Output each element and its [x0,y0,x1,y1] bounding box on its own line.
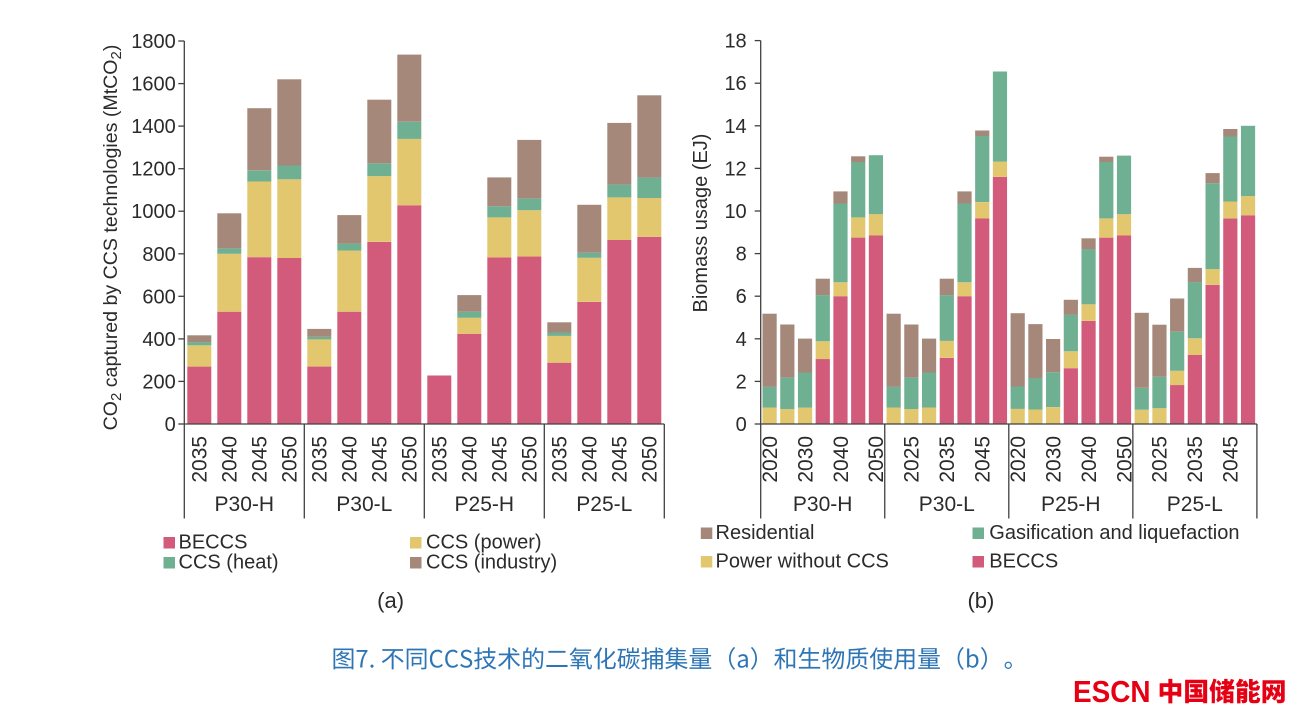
svg-text:P25-H: P25-H [1041,493,1101,516]
svg-text:10: 10 [724,201,746,223]
svg-text:1600: 1600 [131,74,176,96]
svg-text:2040: 2040 [1078,436,1101,483]
svg-text:BECCS: BECCS [179,532,248,554]
svg-text:2040: 2040 [219,436,242,483]
svg-text:800: 800 [142,244,175,266]
svg-text:2045: 2045 [489,436,512,483]
svg-text:8: 8 [736,244,747,266]
svg-text:CCS (heat): CCS (heat) [179,552,279,574]
svg-text:2035: 2035 [189,436,212,483]
svg-text:1000: 1000 [131,201,176,223]
svg-text:2025: 2025 [901,436,924,483]
svg-text:1800: 1800 [131,31,176,53]
svg-text:400: 400 [142,329,175,351]
svg-text:2020: 2020 [759,436,782,483]
svg-text:0: 0 [736,414,747,436]
svg-text:2050: 2050 [519,436,542,483]
svg-text:18: 18 [724,31,746,53]
svg-text:2035: 2035 [309,436,332,483]
svg-text:P30-L: P30-L [336,493,392,516]
svg-text:(b): (b) [967,588,994,613]
svg-text:2050: 2050 [1113,436,1136,483]
svg-text:Biomass usage (EJ): Biomass usage (EJ) [690,134,712,313]
svg-text:1400: 1400 [131,116,176,138]
svg-text:(a): (a) [377,588,404,613]
svg-text:2050: 2050 [865,436,888,483]
svg-text:2035: 2035 [549,436,572,483]
svg-text:2025: 2025 [1149,436,1172,483]
svg-text:2040: 2040 [579,436,602,483]
svg-text:16: 16 [724,73,746,95]
svg-text:2040: 2040 [339,436,362,483]
svg-text:2050: 2050 [399,436,422,483]
svg-text:P25-L: P25-L [576,493,632,516]
svg-text:P30-H: P30-H [793,493,853,516]
svg-text:2050: 2050 [639,436,662,483]
svg-text:2050: 2050 [279,436,302,483]
svg-text:2020: 2020 [1007,436,1030,483]
svg-text:200: 200 [142,371,175,393]
svg-text:2030: 2030 [1042,436,1065,483]
svg-text:CCS (industry): CCS (industry) [426,552,557,574]
svg-text:CO2 captured by CCS technologi: CO2 captured by CCS technologies (MtCO2) [100,45,125,431]
svg-text:P30-H: P30-H [215,493,275,516]
svg-text:Residential: Residential [716,522,815,544]
svg-text:2: 2 [736,371,747,393]
svg-text:CCS (power): CCS (power) [426,532,542,554]
svg-text:2035: 2035 [1184,436,1207,483]
svg-text:2035: 2035 [429,436,452,483]
svg-text:0: 0 [165,414,176,436]
svg-text:4: 4 [736,329,747,351]
svg-text:12: 12 [724,158,746,180]
svg-text:2040: 2040 [830,436,853,483]
svg-text:600: 600 [142,286,175,308]
svg-text:P25-L: P25-L [1167,493,1223,516]
svg-text:2045: 2045 [369,436,392,483]
svg-text:2045: 2045 [249,436,272,483]
svg-text:Gasification and liquefaction: Gasification and liquefaction [989,522,1239,544]
svg-text:2040: 2040 [459,436,482,483]
svg-text:1200: 1200 [131,159,176,181]
svg-text:ESCN: ESCN [1073,674,1151,709]
svg-text:2030: 2030 [794,436,817,483]
svg-text:BECCS: BECCS [989,551,1058,573]
svg-text:P30-L: P30-L [919,493,975,516]
svg-text:2045: 2045 [1220,436,1243,483]
svg-text:14: 14 [724,116,746,138]
svg-text:Power without CCS: Power without CCS [716,551,889,573]
svg-text:2035: 2035 [936,436,959,483]
svg-text:2045: 2045 [609,436,632,483]
svg-text:2045: 2045 [972,436,995,483]
svg-text:6: 6 [736,286,747,308]
svg-text:P25-H: P25-H [455,493,515,516]
